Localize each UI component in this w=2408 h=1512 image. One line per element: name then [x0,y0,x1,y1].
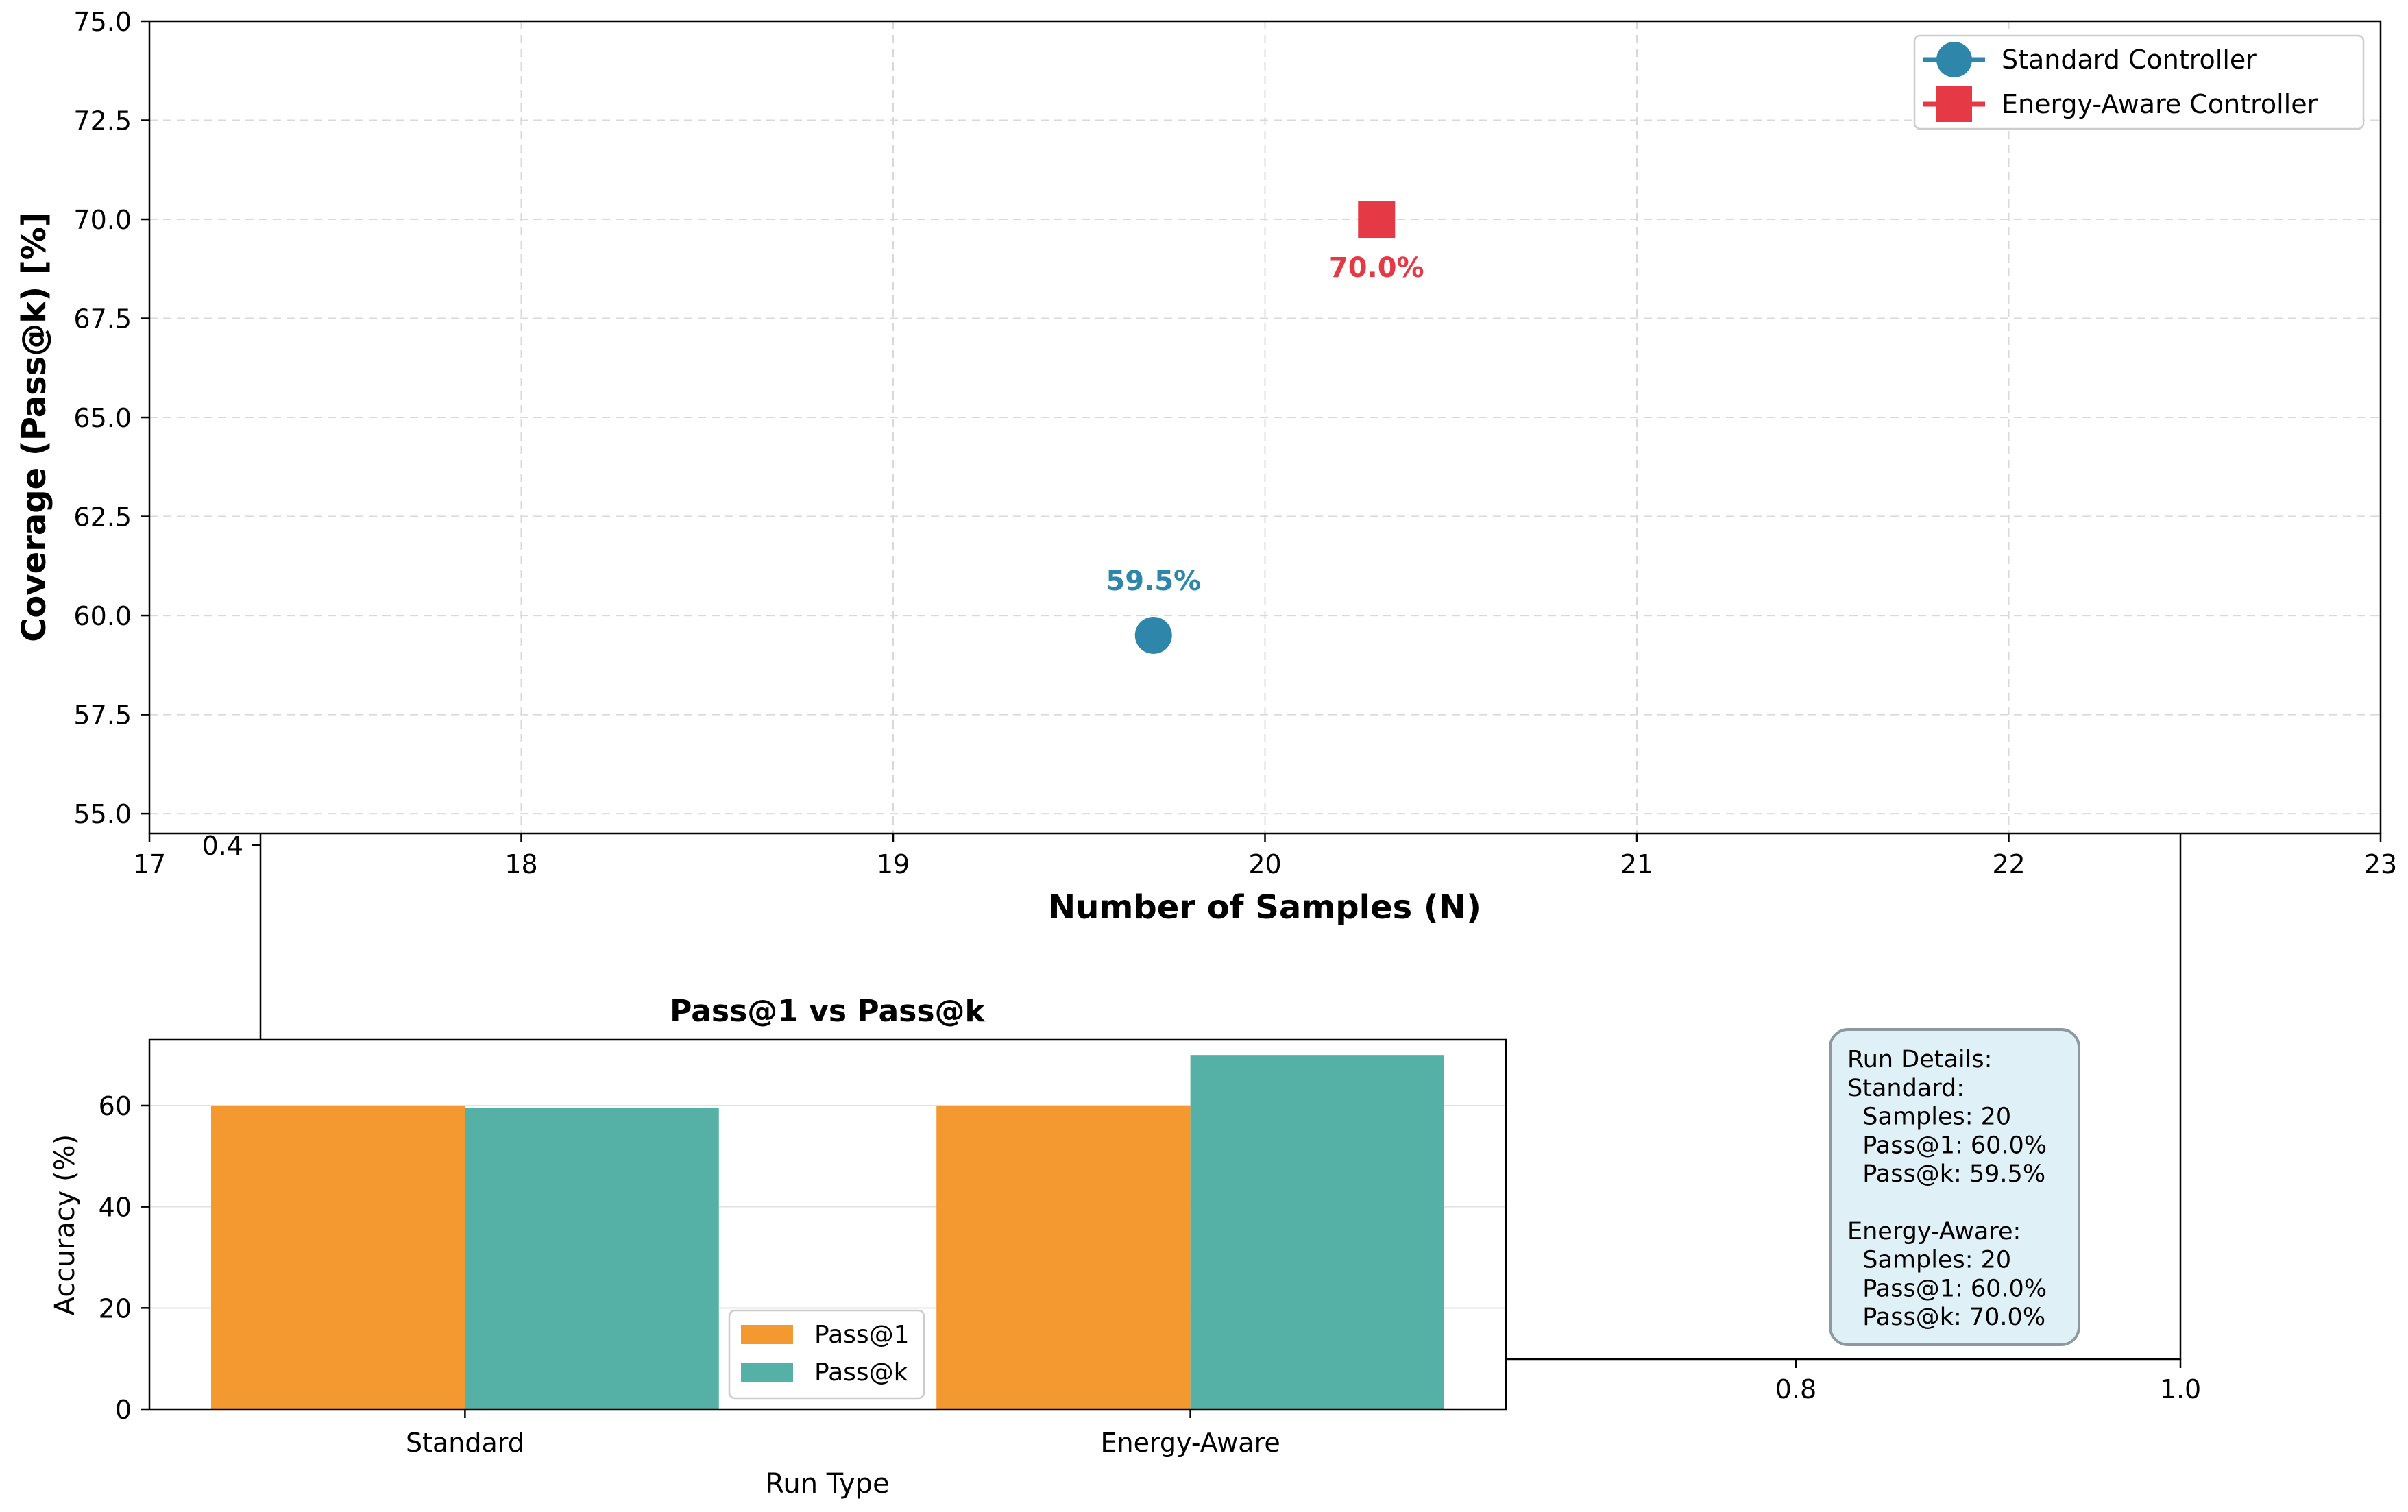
background-tick-label-left: 0.4 [202,831,243,861]
bar-y-tick-label: 40 [99,1193,132,1223]
scatter-y-tick-label: 55.0 [73,799,132,829]
bar-chart: 0 20 40 60 Standard Energy-Aware Pass@1 vs Pa… [49,994,1507,1500]
scatter-x-tick-label: 18 [504,849,537,879]
scatter-y-tick-label: 70.0 [73,205,132,235]
scatter-y-tick-label: 75.0 [73,7,132,37]
legend-label-standard: Standard Controller [2002,45,2257,75]
legend-label-pass-at-k: Pass@k [814,1358,908,1387]
bar-y-tick-label: 60 [99,1091,132,1121]
scatter-legend: Standard Controller Energy-Aware Controll… [1913,34,2365,130]
run-details-line: Standard: [1847,1075,1965,1102]
scatter-point-energy-aware [1358,201,1396,239]
bar-x-axis-label: Run Type [765,1468,889,1500]
bar-standard-pass-at-1 [211,1105,465,1409]
run-details-frame [1829,1028,2080,1346]
scatter-y-tick-label: 72.5 [73,106,132,136]
scatter-y-tick-label: 62.5 [73,502,132,533]
scatter-axes-frame [148,20,2382,835]
background-tick-label-mid: 0.8 [1775,1374,1816,1404]
run-details-line: Samples: 20 [1847,1247,2011,1274]
bar-chart-title: Pass@1 vs Pass@k [670,994,986,1029]
bar-y-tick-label: 0 [115,1395,132,1425]
scatter-x-tick-label: 23 [2364,849,2397,879]
bar-x-tick-label-standard: Standard [406,1428,524,1458]
scatter-data-label-energy-aware: 70.0% [1329,252,1424,284]
scatter-x-tick-label: 20 [1248,849,1281,879]
run-details-line: Pass@k: 70.0% [1847,1304,2045,1331]
scatter-y-tick-label: 67.5 [73,304,132,334]
background-tick-label-right: 1.0 [2160,1374,2201,1404]
legend-label-pass-at-1: Pass@1 [814,1321,910,1349]
bar-standard-pass-at-k [465,1108,719,1409]
run-details-line: Energy-Aware: [1847,1218,2021,1245]
bar-energy-aware-pass-at-1 [936,1105,1191,1409]
run-details-line: Samples: 20 [1847,1103,2011,1131]
scatter-x-tick-label: 17 [133,849,166,879]
run-details-line: Pass@1: 60.0% [1847,1275,2047,1302]
scatter-y-tick-label: 60.0 [73,601,132,631]
legend-marker-energy-aware [1936,86,1972,122]
scatter-legend-frame [1913,34,2365,130]
legend-marker-standard [1936,42,1972,77]
bar-axes-frame [148,1038,1507,1411]
scatter-point-standard [1134,616,1172,654]
run-details-line: Pass@k: 59.5% [1847,1160,2045,1188]
bar-y-tick-label: 20 [99,1293,132,1324]
run-details-line: Pass@1: 60.0% [1847,1132,2047,1159]
scatter-x-tick-label: 22 [1992,849,2025,879]
scatter-data-label-standard: 59.5% [1106,565,1201,597]
scatter-chart: 17 18 19 20 21 22 23 55.0 57.5 60.0 62.5 65.0 67.5 70… [15,7,2397,927]
run-details-line: Run Details: [1847,1046,1992,1073]
legend-swatch-pass-at-1 [741,1325,793,1344]
scatter-x-tick-label: 21 [1620,849,1653,879]
bar-energy-aware-pass-at-k [1190,1055,1444,1409]
bar-legend: Pass@1 Pass@k [728,1309,925,1400]
legend-swatch-pass-at-k [741,1363,793,1382]
bar-x-tick-label-energy-aware: Energy-Aware [1101,1428,1280,1458]
run-details-box: Run Details:Standard: Samples: 20 Pass@1… [1829,1028,2080,1346]
scatter-y-axis-label: Coverage (Pass@k) [%] [15,212,53,642]
scatter-x-axis-label: Number of Samples (N) [1048,888,1481,927]
legend-label-energy-aware: Energy-Aware Controller [2002,89,2318,119]
scatter-y-tick-label: 57.5 [73,700,132,731]
scatter-y-tick-label: 65.0 [73,403,132,433]
bar-y-axis-label: Accuracy (%) [49,1134,81,1316]
scatter-x-tick-label: 19 [877,849,910,879]
